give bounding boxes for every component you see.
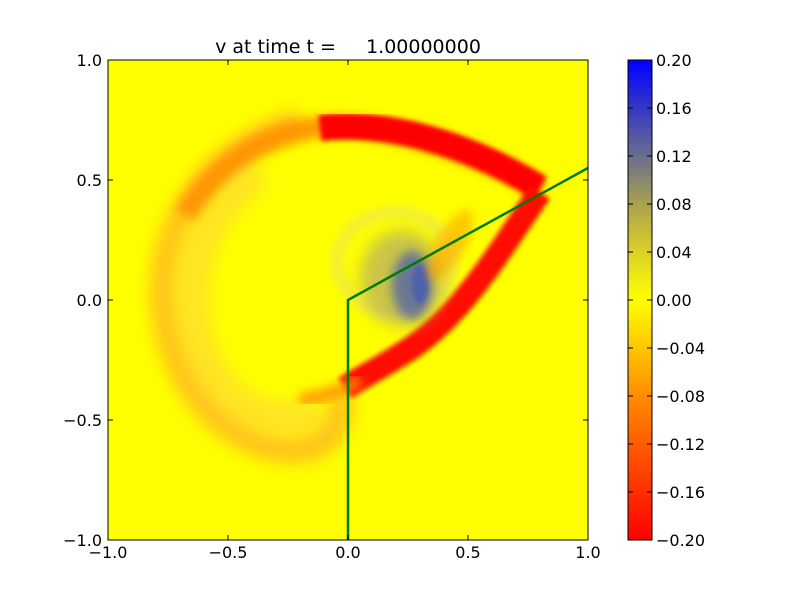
colorbar-tick-label: −0.20	[656, 531, 705, 550]
x-axis: −1.0 −0.5 0.0 0.5 1.0	[89, 60, 601, 562]
y-tick-label: 0.0	[77, 291, 102, 310]
chart-title: v at time t = 1.00000000	[215, 36, 481, 58]
outer-wave-inner-glow	[174, 155, 329, 438]
lower-orange-tail	[299, 373, 364, 407]
y-tick-label: 0.5	[77, 171, 102, 190]
y-tick-label: −1.0	[63, 531, 102, 550]
colorbar-tick-label: 0.00	[656, 291, 692, 310]
x-tick-label: −0.5	[209, 543, 248, 562]
colorbar-tick-label: −0.16	[656, 483, 705, 502]
colorbar-tick-label: 0.12	[656, 147, 692, 166]
overlay-line	[346, 166, 588, 540]
upper-red-arc	[318, 113, 547, 200]
colorbar-tick-label: −0.12	[656, 435, 705, 454]
colorbar-tick-label: 0.08	[656, 195, 692, 214]
lower-red-arc	[338, 185, 550, 399]
heatmap-plot	[108, 60, 588, 540]
positive-blob-core	[412, 264, 428, 304]
colorbar-tick-label: −0.04	[656, 339, 705, 358]
colorbar-tick-label: 0.16	[656, 99, 692, 118]
x-tick-label: −1.0	[89, 543, 128, 562]
y-axis: −1.0 −0.5 0.0 0.5 1.0	[63, 51, 588, 550]
colorbar-tick-label: 0.20	[656, 51, 692, 70]
colorbar-axis: −0.20 −0.16 −0.12 −0.08 −0.04 0.00 0.04 0.08 0.1…	[628, 51, 705, 550]
x-tick-label: 0.5	[455, 543, 480, 562]
y-tick-label: 1.0	[77, 51, 102, 70]
colorbar-tick-label: −0.08	[656, 387, 705, 406]
x-tick-label: 1.0	[575, 543, 600, 562]
y-tick-label: −0.5	[63, 411, 102, 430]
x-tick-label: 0.0	[335, 543, 360, 562]
colorbar-tick-label: 0.04	[656, 243, 692, 262]
